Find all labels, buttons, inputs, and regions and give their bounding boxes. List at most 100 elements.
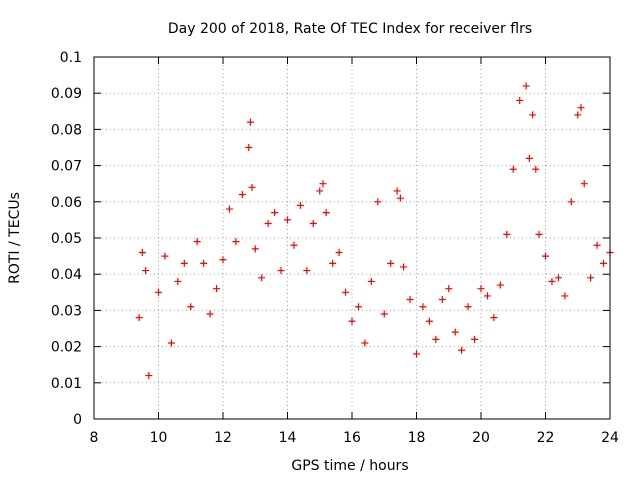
data-point <box>238 191 246 199</box>
chart-title: Day 200 of 2018, Rate Of TEC Index for r… <box>168 21 532 37</box>
data-point <box>174 277 182 285</box>
data-point <box>138 248 146 256</box>
data-point <box>471 335 479 343</box>
data-point <box>361 339 369 347</box>
data-point <box>200 259 208 267</box>
data-point <box>246 118 254 126</box>
data-point <box>303 267 311 275</box>
data-point <box>248 183 256 191</box>
data-point <box>342 288 350 296</box>
data-point <box>425 317 433 325</box>
data-point <box>567 198 575 206</box>
data-point <box>477 285 485 293</box>
data-point <box>529 111 537 119</box>
y-tick-label: 0.02 <box>51 340 82 356</box>
data-point <box>161 252 169 260</box>
data-point <box>213 285 221 293</box>
data-point <box>258 274 266 282</box>
data-point <box>574 111 582 119</box>
x-tick-label: 20 <box>472 430 490 446</box>
data-point <box>542 252 549 260</box>
y-tick-label: 0.09 <box>51 86 82 102</box>
x-tick-label: 16 <box>343 430 361 446</box>
data-point <box>348 317 356 325</box>
x-tick-label: 22 <box>537 430 555 446</box>
data-point <box>432 335 440 343</box>
data-point <box>509 165 517 173</box>
x-tick-label: 18 <box>408 430 426 446</box>
data-point <box>329 259 337 267</box>
data-point <box>277 267 285 275</box>
data-point <box>354 303 362 311</box>
data-point <box>193 238 201 246</box>
data-point <box>490 314 498 322</box>
data-point <box>561 292 569 300</box>
x-tick-label: 24 <box>601 430 619 446</box>
data-point <box>264 220 272 228</box>
data-point <box>251 245 259 253</box>
y-tick-label: 0.1 <box>60 50 82 66</box>
data-point <box>535 230 543 238</box>
y-tick-label: 0.04 <box>51 267 82 283</box>
data-point <box>135 314 143 322</box>
data-point <box>380 310 388 318</box>
data-point <box>206 310 214 318</box>
data-point <box>600 259 608 267</box>
y-tick-label: 0 <box>73 412 82 428</box>
data-point <box>400 263 408 271</box>
data-point <box>219 256 227 264</box>
data-point <box>387 259 395 267</box>
x-tick-label: 12 <box>214 430 232 446</box>
data-point <box>438 296 446 304</box>
data-point <box>587 274 595 282</box>
data-point <box>284 216 291 224</box>
data-point <box>225 205 233 213</box>
data-point <box>580 180 588 188</box>
data-point <box>445 285 453 293</box>
data-point <box>419 303 427 311</box>
data-point <box>145 372 153 380</box>
data-point <box>322 209 330 217</box>
data-point <box>309 220 317 228</box>
data-point <box>532 165 540 173</box>
data-point <box>593 241 601 249</box>
y-tick-label: 0.06 <box>51 195 82 211</box>
x-tick-label: 14 <box>279 430 297 446</box>
y-tick-label: 0.01 <box>51 376 82 392</box>
data-point <box>464 303 472 311</box>
data-point <box>271 209 279 217</box>
y-axis-label: ROTI / TECUs <box>7 192 23 284</box>
x-tick-label: 10 <box>150 430 168 446</box>
data-point <box>451 328 459 336</box>
data-point <box>458 346 466 354</box>
data-point <box>503 230 511 238</box>
data-point <box>483 292 491 300</box>
data-point <box>406 296 414 304</box>
x-tick-labels: 8 10 12 14 16 18 20 22 24 <box>90 430 619 446</box>
x-tick-label: 8 <box>90 430 99 446</box>
data-point <box>396 194 404 202</box>
data-point <box>167 339 175 347</box>
data-point <box>548 277 556 285</box>
data-point <box>577 104 585 112</box>
y-tick-label: 0.07 <box>51 159 82 175</box>
data-point <box>516 96 524 104</box>
data-point <box>393 187 401 195</box>
y-tick-label: 0.08 <box>51 122 82 138</box>
axis-ticks <box>93 56 611 420</box>
data-point <box>296 201 304 209</box>
data-point <box>496 281 504 289</box>
y-tick-label: 0.03 <box>51 303 82 319</box>
data-point <box>232 238 240 246</box>
x-axis-label: GPS time / hours <box>291 458 408 474</box>
data-point <box>367 277 375 285</box>
data-point <box>413 350 420 358</box>
data-point <box>335 248 343 256</box>
data-point <box>319 180 327 188</box>
data-point <box>316 187 324 195</box>
data-point <box>290 241 298 249</box>
data-point <box>142 267 150 275</box>
data-points <box>135 82 614 380</box>
grid-lines <box>94 57 610 419</box>
